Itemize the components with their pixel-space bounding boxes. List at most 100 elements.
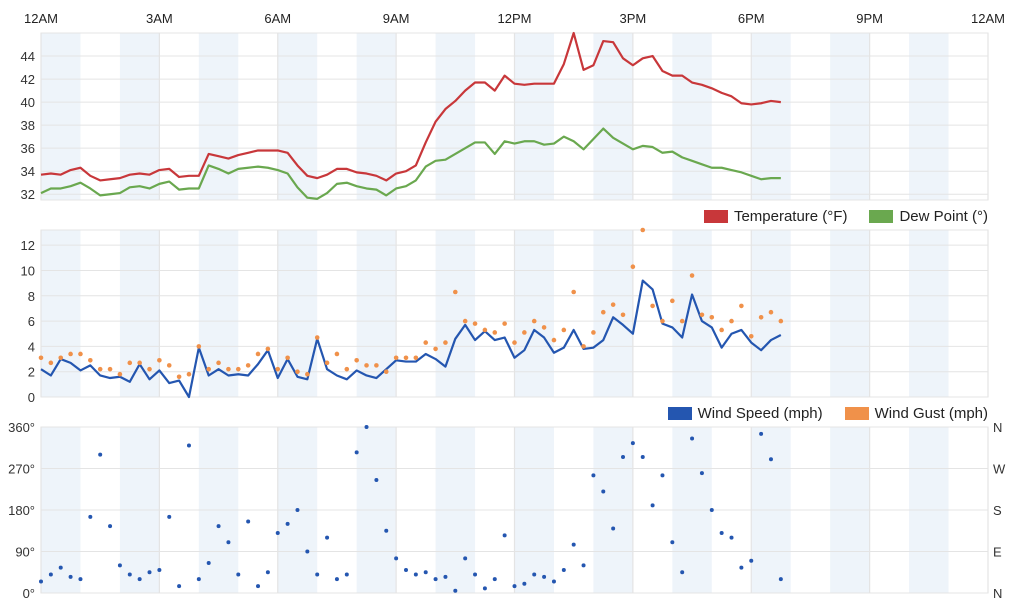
y-tick-label: 360° [8, 420, 35, 435]
wind-gust-point [137, 360, 142, 366]
wind-direction-point [739, 565, 744, 570]
y-tick-label: 42 [21, 72, 35, 87]
wind-gust-point [778, 318, 784, 324]
wind-gust-point [265, 346, 271, 352]
wind-direction-point [433, 577, 438, 582]
hour-band [672, 230, 712, 397]
hour-band [435, 230, 476, 397]
legend-item-dew-point[interactable]: Dew Point (°) [869, 208, 988, 225]
legend-temperature-dewpoint: Temperature (°F) Dew Point (°) [682, 208, 988, 225]
y-tick-label: 0° [23, 586, 35, 601]
plot-frame [40, 32, 989, 201]
wind-gust-point [334, 351, 340, 357]
wind-direction-point [403, 567, 408, 572]
wind-direction-point [384, 528, 389, 533]
wind-gust-point [206, 366, 211, 372]
wind-gust-point [650, 303, 655, 309]
wind-gust-point [462, 318, 468, 324]
wind-direction-point [127, 572, 132, 577]
wind-gust-point [660, 318, 665, 324]
wind-direction-point [690, 436, 695, 441]
series-line-2-1 [40, 279, 782, 399]
wind-gust-point [768, 309, 774, 315]
wind-direction-point [147, 570, 152, 575]
wind-gust-point [97, 366, 103, 372]
wind-gust-point [255, 351, 261, 357]
wind-gust-point [719, 327, 724, 333]
hour-band [514, 33, 554, 200]
wind-direction-point [157, 567, 162, 572]
wind-direction-point [532, 572, 537, 577]
plot-frame [40, 229, 989, 398]
y-tick-label: 36 [21, 141, 35, 156]
wind-gust-point [758, 314, 764, 320]
y-tick-label: 90° [15, 545, 35, 560]
wind-gust-point [374, 363, 379, 368]
hour-band [277, 33, 318, 200]
compass-tick-label: S [993, 503, 1002, 518]
wind-gust-point [581, 344, 586, 349]
wind-direction-point [463, 556, 468, 561]
hour-band [830, 33, 870, 200]
wind-direction-point [98, 452, 103, 457]
wind-direction-point [285, 521, 290, 526]
legend-item-wind-speed[interactable]: Wind Speed (mph) [667, 405, 823, 422]
wind-gust-point [571, 289, 576, 295]
wind-direction-point [394, 556, 399, 561]
chart-panel-3: 0° 90° 180° 270° 360° N E S W N [8, 420, 1006, 601]
wind-direction-point [68, 574, 73, 579]
wind-direction-point [137, 577, 142, 582]
wind-gust-point [127, 360, 133, 366]
wind-gust-point [383, 369, 389, 374]
hour-band [672, 33, 712, 200]
y-tick-label: 8 [28, 289, 35, 304]
wind-direction-point [591, 473, 596, 478]
y-tick-label: 34 [21, 164, 35, 179]
wind-direction-point [729, 535, 734, 540]
wind-direction-point [423, 570, 428, 575]
wind-direction-point [364, 425, 369, 429]
wind-direction-point [265, 570, 270, 575]
hour-band [830, 230, 870, 397]
wind-direction-point [512, 584, 517, 589]
wind-gust-point [541, 325, 547, 330]
legend-item-wind-gust[interactable]: Wind Gust (mph) [844, 405, 988, 422]
wind-direction-point [749, 558, 754, 563]
wind-gust-point [482, 327, 488, 333]
hour-band [356, 230, 397, 397]
wind-direction-point [719, 531, 724, 536]
series-line-1-2 [40, 127, 781, 200]
wind-direction-point [256, 584, 261, 589]
wind-direction-point [236, 572, 241, 577]
wind-direction-point [571, 542, 576, 547]
wind-gust-point [600, 309, 606, 315]
wind-direction-point [88, 514, 93, 519]
wind-direction-point [305, 549, 310, 554]
wind-gust-point [561, 327, 567, 333]
wind-gust-point [453, 289, 458, 295]
chart-panel-1: 32 34 36 38 40 42 44 [21, 31, 989, 202]
legend-label-dew-point: Dew Point (°) [899, 208, 988, 225]
hour-band [514, 230, 554, 397]
wind-gust-swatch [844, 407, 869, 420]
legend-item-temperature[interactable]: Temperature (°F) [703, 208, 847, 225]
y-tick-label: 180° [8, 503, 35, 518]
wind-gust-point [314, 335, 320, 340]
wind-gust-point [591, 330, 596, 335]
wind-gust-point [413, 355, 419, 361]
legend-label-wind-gust: Wind Gust (mph) [874, 405, 988, 422]
time-tick-label: 9PM [856, 11, 883, 26]
wind-gust-point [729, 318, 734, 324]
wind-direction-point [502, 533, 507, 538]
wind-direction-point [216, 524, 221, 529]
wind-gust-point [531, 318, 537, 324]
wind-gust-point [709, 314, 715, 320]
wind-direction-point [522, 581, 527, 586]
wind-direction-point [58, 565, 63, 570]
wind-direction-point [621, 454, 626, 459]
y-tick-label: 12 [21, 238, 35, 253]
wind-gust-point [285, 355, 290, 361]
hour-band [41, 230, 81, 397]
wind-direction-point [344, 572, 349, 577]
plot-frame [40, 426, 989, 594]
